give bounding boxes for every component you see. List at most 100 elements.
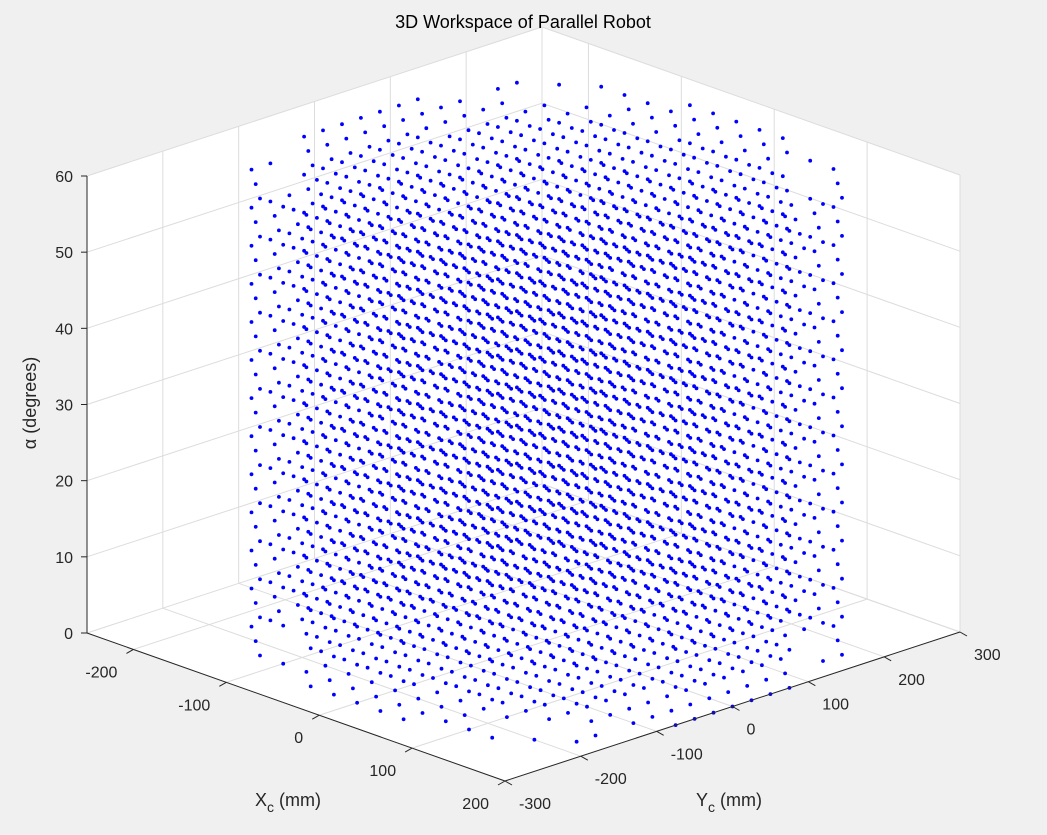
data-point (420, 406, 425, 411)
data-point (422, 342, 427, 347)
data-point (378, 290, 383, 294)
data-point (428, 407, 433, 412)
data-point (332, 692, 336, 697)
data-point (524, 670, 528, 675)
data-point (588, 158, 593, 162)
data-point (574, 254, 578, 259)
data-point (637, 290, 642, 295)
y-tick-label: -100 (671, 746, 703, 763)
data-point (616, 409, 621, 413)
data-point (310, 506, 315, 511)
data-point (703, 301, 707, 305)
data-point (728, 321, 732, 326)
data-point (249, 396, 254, 400)
data-point (669, 442, 674, 446)
data-point (401, 537, 405, 541)
data-point (351, 610, 355, 615)
data-point (300, 427, 305, 431)
data-point (346, 405, 351, 410)
data-point (534, 369, 539, 373)
data-point (751, 329, 756, 334)
data-point (371, 159, 376, 164)
data-point (650, 296, 655, 300)
data-point (618, 525, 623, 530)
data-point (466, 547, 471, 551)
data-point (831, 471, 836, 476)
data-point (399, 258, 404, 262)
data-point (369, 489, 374, 494)
data-point (551, 246, 555, 251)
data-point (711, 520, 716, 525)
data-point (521, 478, 526, 483)
data-point (443, 348, 448, 353)
data-point (593, 134, 597, 139)
data-point (707, 391, 712, 396)
data-point (272, 594, 277, 599)
data-point (673, 532, 678, 537)
data-point (574, 331, 578, 335)
data-point (610, 496, 614, 501)
data-point (327, 411, 332, 416)
data-point (479, 285, 484, 290)
data-point (253, 563, 258, 567)
data-point (496, 572, 501, 576)
data-point (310, 239, 315, 244)
data-point (422, 609, 427, 613)
data-point (291, 245, 296, 250)
data-point (490, 735, 495, 740)
data-point (603, 137, 608, 142)
data-point (793, 331, 798, 336)
data-point (616, 371, 621, 375)
data-point (492, 519, 496, 524)
data-point (467, 422, 471, 427)
data-point (681, 495, 686, 500)
data-point (601, 467, 606, 472)
data-point (593, 505, 598, 509)
data-point (747, 620, 751, 624)
data-point (576, 637, 581, 642)
data-point (774, 452, 779, 457)
z-tick-label: 30 (55, 398, 73, 415)
data-point (496, 163, 500, 168)
data-point (523, 528, 528, 533)
data-point (547, 450, 551, 455)
data-point (437, 245, 441, 250)
data-point (601, 201, 606, 206)
data-point (508, 168, 513, 173)
data-point (332, 616, 336, 621)
data-point (679, 407, 684, 411)
data-point (681, 267, 686, 271)
data-point (677, 519, 682, 523)
data-point (789, 393, 794, 398)
data-point (588, 386, 593, 391)
data-point (728, 283, 732, 288)
data-point (458, 366, 462, 370)
data-point (711, 672, 716, 677)
data-point (785, 341, 789, 345)
data-point (831, 433, 836, 438)
data-point (719, 559, 724, 564)
data-point (321, 242, 325, 247)
data-point (745, 684, 750, 688)
data-point (363, 587, 368, 592)
data-point (357, 180, 361, 184)
data-point (734, 234, 739, 238)
data-point (585, 666, 589, 671)
data-point (496, 429, 500, 434)
data-point (684, 231, 688, 236)
data-point (654, 358, 659, 363)
data-point (587, 412, 591, 417)
data-point (639, 417, 644, 422)
data-point (458, 317, 463, 322)
data-point (551, 475, 555, 479)
data-point (530, 469, 534, 473)
data-point (441, 488, 446, 493)
data-point (774, 223, 779, 228)
data-point (439, 448, 443, 453)
data-point (542, 512, 547, 517)
data-point (388, 636, 393, 640)
data-point (332, 273, 336, 278)
data-point (363, 282, 368, 287)
data-point (428, 597, 433, 602)
